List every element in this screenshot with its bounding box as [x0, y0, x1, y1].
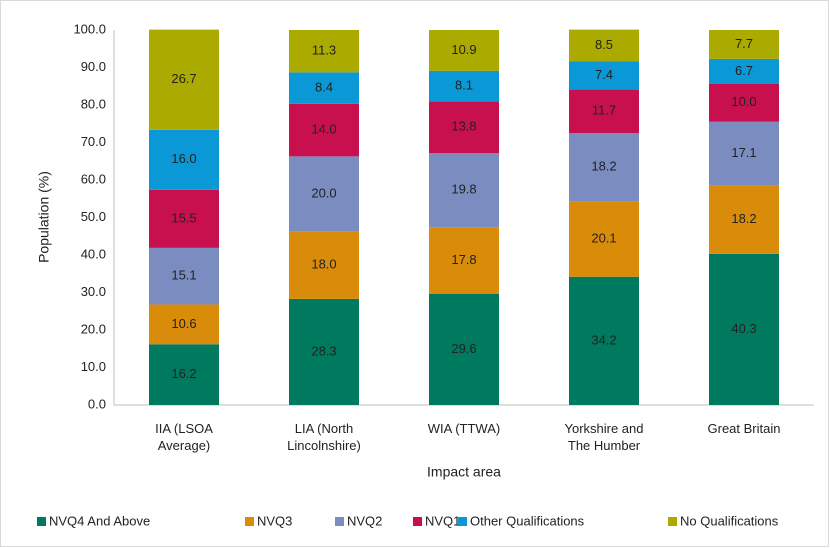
y-tick-label: 40.0: [81, 246, 106, 261]
bar-segment: [289, 298, 359, 405]
data-label: 6.7: [735, 63, 753, 78]
y-axis-title: Population (%): [36, 171, 52, 263]
y-tick-label: 60.0: [81, 171, 106, 186]
data-label: 10.9: [451, 42, 476, 57]
legend-label: Other Qualifications: [470, 513, 585, 528]
data-label: 19.8: [451, 182, 476, 197]
bar-segment: [709, 121, 779, 186]
y-tick-label: 100.0: [73, 21, 106, 36]
data-label: 8.4: [315, 80, 333, 95]
y-tick-label: 20.0: [81, 321, 106, 336]
data-label: 16.0: [171, 151, 196, 166]
data-label: 8.5: [595, 37, 613, 52]
data-label: 20.1: [591, 231, 616, 246]
bar-segment: [709, 185, 779, 254]
x-tick-label: Yorkshire and The Humber: [564, 421, 643, 453]
x-tick-label: WIA (TTWA): [428, 421, 500, 436]
data-label: 17.8: [451, 252, 476, 267]
legend-swatch: [413, 517, 422, 526]
bar-segment: [429, 227, 499, 294]
bar-segment: [149, 129, 219, 190]
data-label: 18.0: [311, 257, 336, 272]
bar-segment: [289, 30, 359, 73]
bar-segment: [149, 29, 219, 130]
legend-label: NVQ1: [425, 513, 460, 528]
data-label: 14.0: [311, 122, 336, 137]
data-label: 15.1: [171, 268, 196, 283]
bar-segment: [709, 253, 779, 405]
bar-segment: [709, 58, 779, 84]
bar-segment: [569, 89, 639, 134]
y-tick-label: 70.0: [81, 134, 106, 149]
data-label: 18.2: [731, 211, 756, 226]
data-label: 28.3: [311, 343, 336, 358]
bar-segment: [289, 156, 359, 232]
bar-segment: [429, 70, 499, 102]
bar-segment: [149, 247, 219, 305]
data-label: 34.2: [591, 332, 616, 347]
bar-segment: [569, 201, 639, 277]
bar-segment: [709, 30, 779, 59]
data-label: 17.1: [731, 145, 756, 160]
legend-swatch: [245, 517, 254, 526]
bar-segment: [289, 72, 359, 104]
bar-segment: [569, 133, 639, 202]
data-label: 7.4: [595, 67, 613, 82]
x-tick-label: IIA (LSOA Average): [155, 421, 213, 453]
y-tick-label: 80.0: [81, 96, 106, 111]
data-label: 13.8: [451, 119, 476, 134]
data-label: 26.7: [171, 71, 196, 86]
data-label: 8.1: [455, 78, 473, 93]
bar-segment: [149, 344, 219, 405]
data-label: 16.2: [171, 366, 196, 381]
bar-segment: [569, 29, 639, 62]
bar-segment: [429, 153, 499, 228]
data-label: 11.7: [592, 103, 616, 118]
bar-segment: [149, 189, 219, 248]
x-axis-title: Impact area: [427, 464, 501, 480]
legend-label: No Qualifications: [680, 513, 779, 528]
data-label: 29.6: [451, 341, 476, 356]
y-tick-label: 10.0: [81, 359, 106, 374]
y-tick-label: 0.0: [88, 396, 106, 411]
legend-swatch: [37, 517, 46, 526]
bar-segment: [429, 101, 499, 153]
bar-segment: [569, 276, 639, 405]
data-label: 10.6: [171, 316, 196, 331]
data-label: 15.5: [171, 210, 196, 225]
legend-swatch: [335, 517, 344, 526]
data-label: 11.3: [312, 43, 336, 58]
bar-segment: [289, 103, 359, 157]
data-label: 20.0: [311, 185, 336, 200]
bar-segment: [429, 30, 499, 71]
data-label: 40.3: [731, 321, 756, 336]
legend-label: NVQ2: [347, 513, 382, 528]
bar-segment: [149, 304, 219, 345]
x-tick-label: Great Britain: [708, 421, 781, 436]
legend-swatch: [668, 517, 677, 526]
y-tick-label: 30.0: [81, 284, 106, 299]
y-tick-label: 50.0: [81, 209, 106, 224]
bar-segment: [429, 294, 499, 405]
bar-segment: [289, 231, 359, 299]
bar-segment: [569, 61, 639, 90]
bar-segment: [709, 84, 779, 122]
legend-label: NVQ4 And Above: [49, 513, 150, 528]
x-tick-label: LIA (North Lincolnshire): [287, 421, 361, 453]
data-label: 18.2: [591, 159, 616, 174]
y-tick-label: 90.0: [81, 59, 106, 74]
data-label: 10.0: [731, 94, 756, 109]
data-label: 7.7: [735, 36, 753, 51]
legend-swatch: [458, 517, 467, 526]
legend-label: NVQ3: [257, 513, 292, 528]
